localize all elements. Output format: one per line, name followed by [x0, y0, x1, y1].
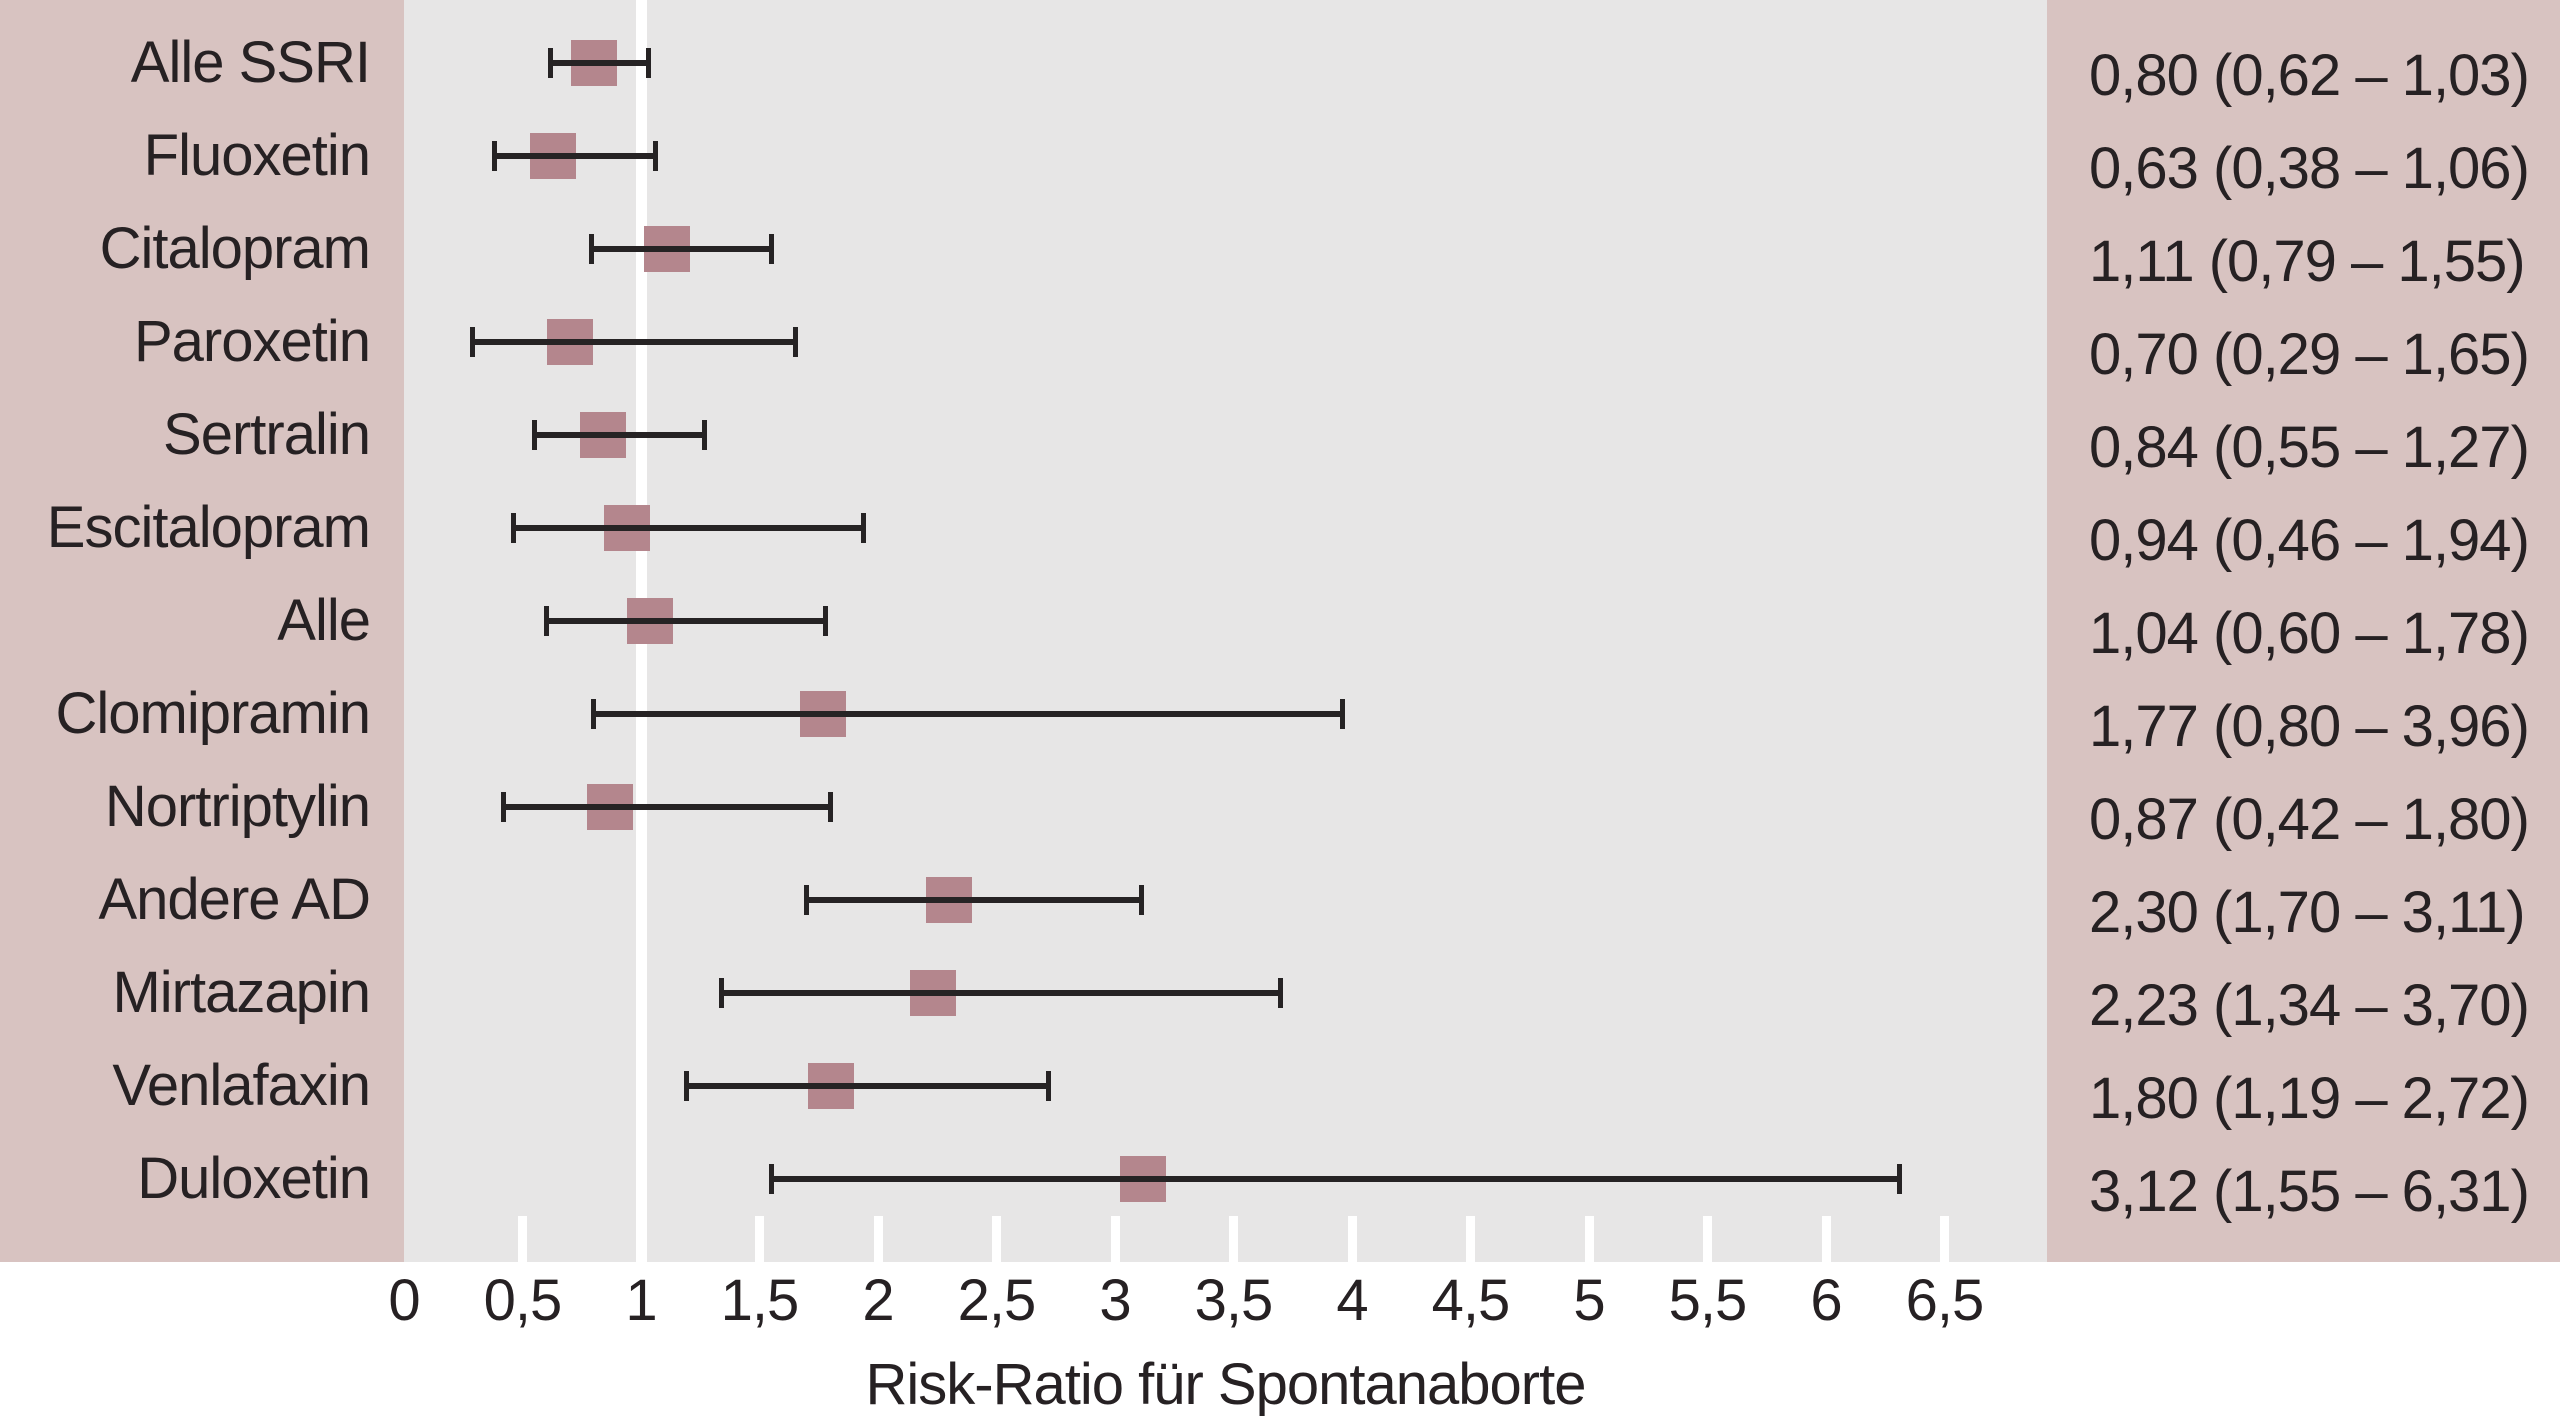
x-tick-mark: [1703, 1216, 1712, 1262]
x-tick-mark: [873, 1216, 883, 1262]
x-tick-label: 1,5: [720, 1268, 800, 1333]
confidence-interval-cap: [702, 420, 708, 450]
drug-label: Nortriptylin: [104, 774, 371, 839]
confidence-interval-cap: [531, 420, 537, 450]
x-tick-mark: [1110, 1216, 1120, 1262]
x-axis-title: Risk-Ratio für Spontanaborte: [865, 1352, 1587, 1417]
rr-value-text: 2,30 (1,70 – 3,11): [2089, 880, 2526, 945]
x-tick-mark: [1229, 1216, 1238, 1262]
x-tick-label: 3,5: [1194, 1268, 1274, 1333]
rr-value-text: 1,11 (0,79 – 1,55): [2089, 229, 2526, 294]
confidence-interval-cap: [591, 699, 597, 729]
x-tick-mark: [1466, 1216, 1475, 1262]
confidence-interval-cap: [645, 48, 651, 78]
drug-label: Clomipramin: [55, 681, 371, 746]
x-tick-mark: [1821, 1216, 1831, 1262]
rr-value-text: 0,87 (0,42 – 1,80): [2089, 787, 2530, 852]
x-tick-mark: [1940, 1216, 1949, 1262]
drug-label: Citalopram: [99, 216, 371, 281]
rr-value-text: 1,77 (0,80 – 3,96): [2089, 694, 2530, 759]
confidence-interval-line: [494, 153, 656, 159]
rr-value-text: 1,04 (0,60 – 1,78): [2089, 601, 2530, 666]
x-tick-mark: [518, 1216, 527, 1262]
confidence-interval-cap: [792, 327, 798, 357]
confidence-interval-cap: [1046, 1071, 1052, 1101]
x-tick-label: 3: [1099, 1268, 1131, 1333]
x-tick-label: 5,5: [1668, 1268, 1748, 1333]
confidence-interval-cap: [1896, 1164, 1902, 1194]
confidence-interval-line: [591, 246, 772, 252]
x-tick-label: 1: [625, 1268, 657, 1333]
confidence-interval-cap: [470, 327, 476, 357]
x-tick-label: 2: [862, 1268, 894, 1333]
rr-value-text: 2,23 (1,34 – 3,70): [2089, 973, 2530, 1038]
rr-value-text: 0,94 (0,46 – 1,94): [2089, 508, 2530, 573]
x-tick-mark: [1584, 1216, 1594, 1262]
drug-label-panel: Alle SSRI Fluoxetin Citalopram Paroxetin Ser…: [0, 0, 404, 1262]
confidence-interval-line: [546, 618, 826, 624]
drug-label: Alle SSRI: [130, 30, 371, 95]
confidence-interval-cap: [543, 606, 549, 636]
confidence-interval-cap: [652, 141, 658, 171]
confidence-interval-cap: [491, 141, 497, 171]
x-tick-label: 6: [1810, 1268, 1842, 1333]
rr-value-text: 1,80 (1,19 – 2,72): [2089, 1066, 2530, 1131]
confidence-interval-cap: [719, 978, 725, 1008]
drug-label: Sertralin: [163, 402, 371, 467]
x-tick-mark: [1347, 1216, 1357, 1262]
confidence-interval-line: [593, 711, 1343, 717]
rr-value-text: 0,84 (0,55 – 1,27): [2089, 415, 2530, 480]
x-tick-label: 6,5: [1905, 1268, 1985, 1333]
confidence-interval-line: [534, 432, 705, 438]
x-tick-label: 5: [1573, 1268, 1605, 1333]
rr-value-text: 0,80 (0,62 – 1,03): [2089, 43, 2530, 108]
confidence-interval-cap: [768, 234, 774, 264]
x-tick-label: 0,5: [483, 1268, 563, 1333]
x-tick-mark: [755, 1216, 764, 1262]
confidence-interval-cap: [1340, 699, 1346, 729]
confidence-interval-line: [503, 804, 831, 810]
x-tick-label: 4: [1336, 1268, 1368, 1333]
x-tick-label: 2,5: [957, 1268, 1037, 1333]
confidence-interval-line: [550, 60, 649, 66]
confidence-interval-line: [513, 525, 864, 531]
drug-label: Fluoxetin: [143, 123, 371, 188]
confidence-interval-line: [771, 1176, 1900, 1182]
rr-value-text: 3,12 (1,55 – 6,31): [2089, 1159, 2530, 1224]
drug-label: Andere AD: [98, 867, 371, 932]
confidence-interval-cap: [588, 234, 594, 264]
confidence-interval-cap: [510, 513, 516, 543]
confidence-interval-cap: [501, 792, 507, 822]
drug-label: Mirtazapin: [112, 960, 371, 1025]
confidence-interval-line: [472, 339, 796, 345]
rr-value-text: 0,63 (0,38 – 1,06): [2089, 136, 2530, 201]
confidence-interval-cap: [861, 513, 867, 543]
confidence-interval-line: [721, 990, 1281, 996]
confidence-interval-cap: [1278, 978, 1284, 1008]
x-tick-label: 4,5: [1431, 1268, 1511, 1333]
drug-label: Duloxetin: [137, 1146, 371, 1211]
confidence-interval-cap: [804, 885, 810, 915]
drug-label: Paroxetin: [133, 309, 371, 374]
confidence-interval-line: [806, 897, 1142, 903]
rr-value-text: 0,70 (0,29 – 1,65): [2089, 322, 2530, 387]
confidence-interval-cap: [548, 48, 554, 78]
drug-label: Escitalopram: [46, 495, 371, 560]
x-tick-mark: [992, 1216, 1001, 1262]
confidence-interval-cap: [828, 792, 834, 822]
x-tick-label: 0: [388, 1268, 420, 1333]
confidence-interval-cap: [768, 1164, 774, 1194]
value-panel: 0,80 (0,62 – 1,03) 0,63 (0,38 – 1,06) 1,11…: [2047, 0, 2560, 1262]
confidence-interval-cap: [1138, 885, 1144, 915]
plot-area: [404, 0, 2047, 1262]
drug-label: Venlafaxin: [112, 1053, 371, 1118]
confidence-interval-cap: [683, 1071, 689, 1101]
confidence-interval-line: [686, 1083, 1049, 1089]
confidence-interval-cap: [823, 606, 829, 636]
drug-label: Alle: [277, 588, 371, 653]
